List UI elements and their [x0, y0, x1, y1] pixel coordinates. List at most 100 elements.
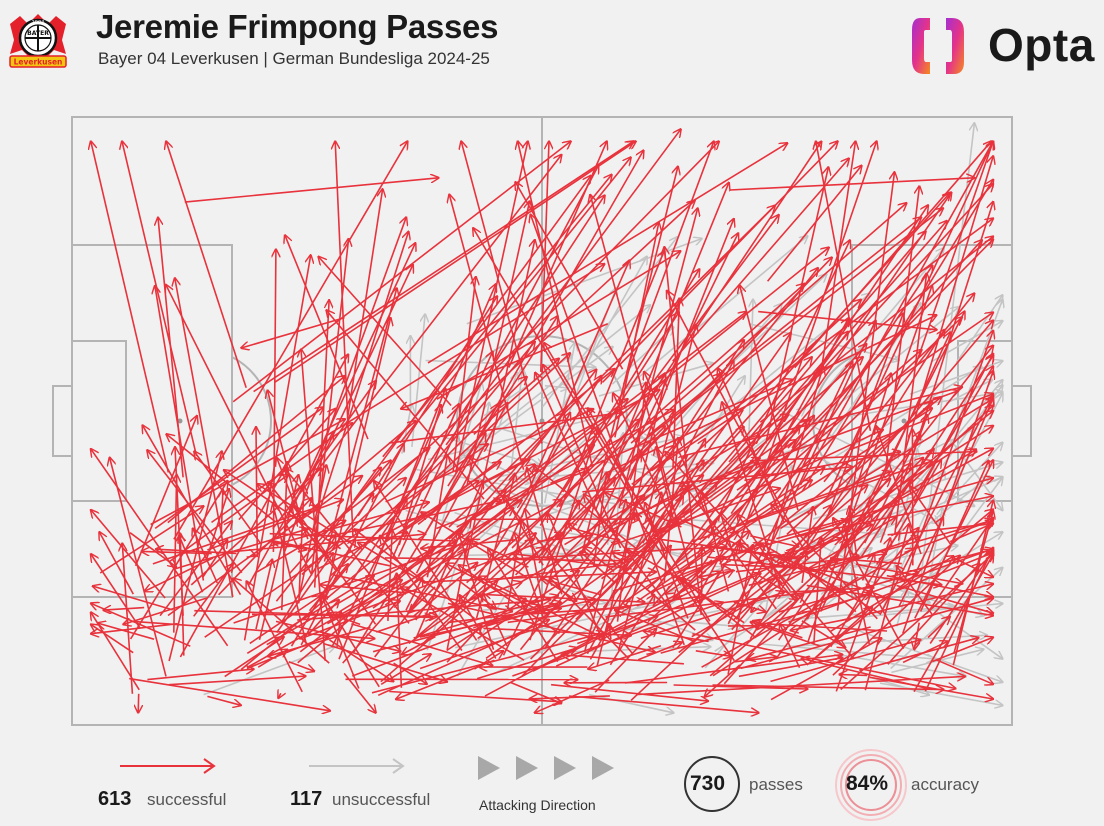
successful-pass-arrow	[91, 449, 229, 647]
successful-pass-arrow	[99, 532, 135, 595]
left-six-yard-box	[71, 340, 127, 502]
successful-pass-arrow	[952, 556, 994, 577]
right-goal	[1011, 385, 1032, 457]
opta-logo-icon	[912, 18, 964, 74]
successful-pass-arrow	[221, 490, 223, 538]
successful-pass-arrow	[329, 639, 394, 682]
successful-pass-arrow	[637, 642, 682, 661]
successful-pass-arrow	[744, 452, 900, 482]
successful-pass-arrow	[374, 481, 478, 641]
successful-pass-arrow	[454, 141, 528, 473]
successful-pass-arrow	[308, 564, 349, 612]
successful-pass-arrow	[337, 612, 341, 648]
successful-pass-arrow	[98, 623, 155, 640]
unsuccessful-label: unsuccessful	[332, 790, 431, 809]
successful-pass-arrow	[530, 435, 760, 660]
successful-pass-arrow	[622, 141, 714, 385]
successful-pass-arrow	[729, 178, 974, 191]
successful-pass-arrow	[324, 318, 391, 599]
left-penalty-arc	[231, 356, 272, 486]
successful-pass-arrow	[932, 637, 993, 663]
successful-pass-arrow	[218, 498, 312, 596]
successful-pass-arrow	[466, 240, 535, 559]
successful-pass-arrow	[91, 612, 140, 691]
successful-pass-arrow	[844, 525, 870, 645]
successful-pass-arrow	[839, 675, 868, 676]
successful-pass-arrow	[910, 486, 952, 546]
unsuccessful-pass-arrow	[682, 376, 745, 475]
successful-pass-arrow	[122, 543, 134, 694]
successful-pass-arrow	[875, 553, 994, 600]
successful-pass-arrow	[224, 637, 284, 678]
successful-pass-arrow	[768, 624, 888, 632]
successful-pass-arrow	[770, 640, 921, 683]
successful-pass-arrow	[894, 273, 927, 535]
successful-pass-arrow	[586, 439, 705, 655]
unsuccessful-count: 117	[290, 788, 323, 810]
successful-pass-arrow	[718, 368, 785, 523]
successful-pass-arrow	[150, 419, 346, 526]
successful-pass-arrow	[266, 547, 436, 646]
successful-pass-arrow	[129, 677, 330, 711]
successful-pass-arrow	[898, 517, 943, 608]
successful-pass-arrow	[672, 158, 849, 362]
successful-pass-arrow	[548, 514, 602, 638]
successful-pass-arrow	[147, 669, 253, 681]
unsuccessful-pass-arrow	[851, 604, 1003, 619]
successful-pass-arrow	[406, 520, 471, 614]
successful-pass-arrow	[419, 600, 596, 638]
successful-pass-arrow	[660, 594, 871, 654]
successful-pass-arrow	[335, 141, 354, 537]
successful-pass-arrow	[551, 683, 708, 701]
successful-pass-arrow	[301, 349, 326, 661]
successful-pass-arrow	[274, 141, 636, 383]
successful-pass-arrow	[174, 475, 177, 633]
successful-pass-arrow	[860, 356, 994, 557]
successful-pass-arrow	[233, 547, 455, 624]
successful-pass-arrow	[352, 605, 539, 677]
successful-pass-arrow	[676, 518, 796, 571]
successful-pass-arrow	[299, 601, 400, 641]
successful-pass-arrow	[273, 504, 308, 645]
successful-pass-arrow	[423, 539, 533, 643]
unsuccessful-pass-arrow	[867, 675, 929, 695]
successful-pass-arrow	[627, 549, 703, 593]
successful-pass-arrow	[568, 695, 759, 713]
successful-pass-arrow	[355, 529, 475, 620]
successful-pass-arrow	[734, 657, 777, 663]
successful-pass-arrow	[645, 350, 922, 591]
successful-pass-arrow	[458, 530, 495, 650]
successful-pass-arrow	[837, 458, 923, 543]
passes-count: 730	[690, 772, 726, 795]
unsuccessful-pass-arrow	[812, 462, 1003, 520]
successful-pass-arrow	[466, 201, 529, 486]
successful-pass-arrow	[678, 557, 801, 654]
successful-pass-arrow	[91, 622, 178, 634]
successful-pass-arrow	[485, 605, 558, 628]
successful-pass-arrow	[323, 288, 396, 562]
successful-pass-arrow	[475, 474, 515, 619]
successful-pass-arrow	[283, 217, 407, 552]
successful-pass-arrow	[949, 523, 993, 543]
successful-pass-arrow	[91, 510, 166, 599]
successful-pass-arrow	[759, 236, 993, 423]
successful-pass-arrow	[397, 573, 403, 688]
unsuccessful-pass-arrow	[491, 424, 697, 490]
successful-pass-arrow	[286, 421, 416, 531]
passes-circle-icon	[684, 756, 740, 812]
successful-count: 613	[98, 788, 132, 810]
page-subtitle: Bayer 04 Leverkusen | German Bundesliga …	[98, 49, 490, 68]
crest-year-text: 1904	[32, 20, 45, 26]
successful-pass-arrow	[644, 372, 717, 536]
successful-pass-arrow	[447, 608, 561, 624]
successful-pass-arrow	[768, 553, 886, 598]
successful-pass-arrow	[483, 593, 508, 647]
successful-pass-arrow	[272, 155, 562, 530]
successful-pass-arrow	[515, 426, 666, 576]
successful-pass-arrow	[808, 570, 857, 613]
successful-pass-arrow	[289, 243, 415, 513]
successful-pass-arrow	[580, 552, 616, 584]
successful-pass-arrow	[103, 608, 145, 611]
successful-pass-arrow	[285, 235, 369, 440]
